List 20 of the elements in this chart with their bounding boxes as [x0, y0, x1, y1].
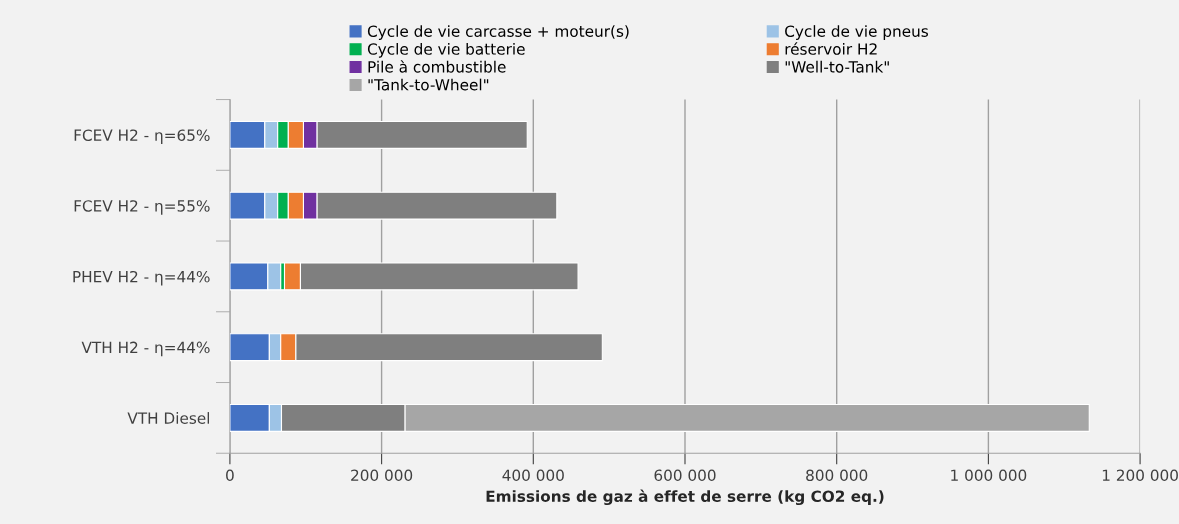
y-tick-label: FCEV H2 - η=65% — [74, 129, 210, 144]
legend-label: Cycle de vie batterie — [367, 42, 525, 58]
y-tick-label: VTH Diesel — [127, 412, 210, 424]
legend-label: "Tank-to-Wheel" — [368, 78, 489, 91]
x-axis-title: Emissions de gaz à effet de serre (kg CO2 eq.) — [486, 489, 884, 506]
legend-label: Cycle de vie carcasse + moteur(s) — [367, 25, 629, 40]
x-tick-label: 800 000 — [806, 469, 868, 482]
x-tick-label: 400 000 — [502, 469, 564, 482]
legend-label: Pile à combustible — [368, 60, 506, 73]
legend-label: "Well-to-Tank" — [785, 60, 889, 73]
y-tick-label: PHEV H2 - η=44% — [73, 270, 210, 286]
legend-label: réservoir H2 — [785, 42, 877, 55]
x-tick-label: 200 000 — [351, 469, 413, 482]
x-tick-label: 1 000 000 — [951, 469, 1027, 482]
x-tick-label: 1 200 000 — [1102, 469, 1178, 482]
x-tick-label: 0 — [226, 469, 234, 482]
x-tick-label: 600 000 — [654, 469, 716, 482]
legend-label: Cycle de vie pneus — [785, 25, 928, 40]
y-tick-label: VTH H2 - η=44% — [81, 341, 210, 357]
y-tick-label: FCEV H2 - η=55% — [74, 200, 210, 215]
